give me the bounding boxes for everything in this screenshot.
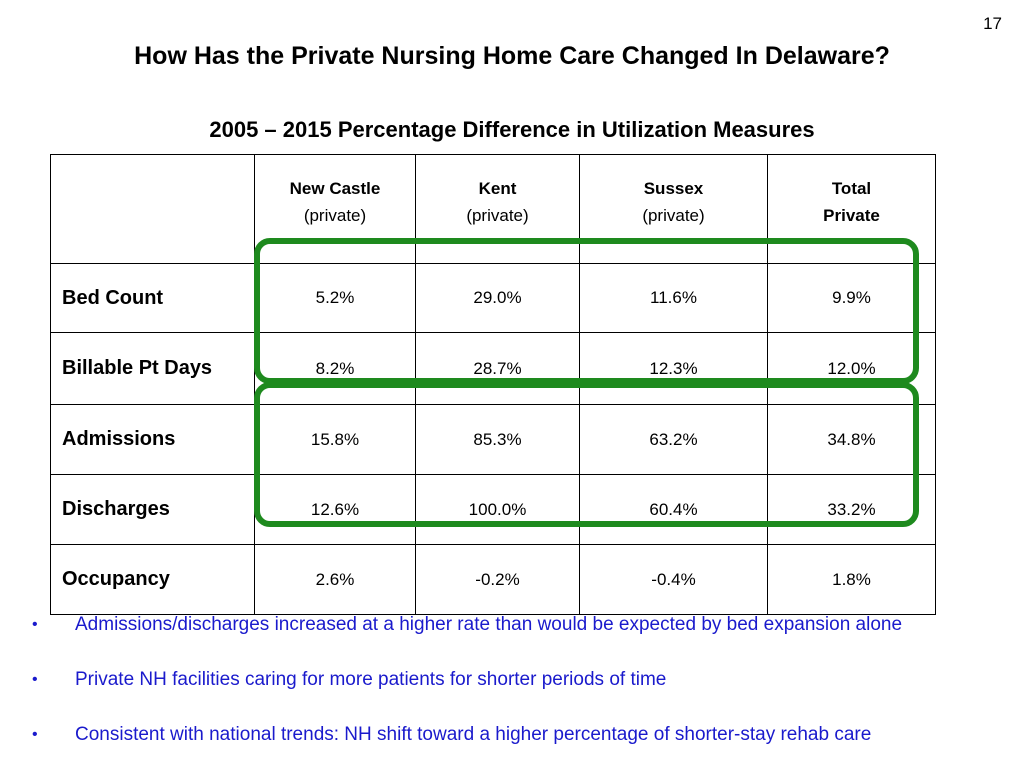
column-name: Total <box>831 179 872 198</box>
table-cell: 12.0% <box>767 332 936 405</box>
header-sussex: Sussex (private) <box>579 154 768 264</box>
table-cell: 85.3% <box>415 404 580 475</box>
table-subtitle: 2005 – 2015 Percentage Difference in Uti… <box>209 117 815 142</box>
header-total-private: Total Private <box>767 154 936 264</box>
row-label: Occupancy <box>50 544 255 615</box>
table-row: Billable Pt Days 8.2% 28.7% 12.3% 12.0% <box>50 332 936 405</box>
bullet-item: • Admissions/discharges increased at a h… <box>30 602 1010 657</box>
slide-title: How Has the Private Nursing Home Care Ch… <box>134 42 890 70</box>
table-cell: 8.2% <box>254 332 416 405</box>
column-sub: (private) <box>303 206 367 225</box>
row-label: Bed Count <box>50 263 255 333</box>
table-row: Admissions 15.8% 85.3% 63.2% 34.8% <box>50 404 936 475</box>
table-header-row: New Castle (private) Kent (private) Suss… <box>50 154 936 264</box>
table-cell: 12.6% <box>254 474 416 545</box>
utilization-table: New Castle (private) Kent (private) Suss… <box>50 154 936 615</box>
column-name: Kent <box>478 179 517 198</box>
table-cell: 2.6% <box>254 544 416 615</box>
column-sub: Private <box>823 206 880 225</box>
row-label: Admissions <box>50 404 255 475</box>
table-cell: 60.4% <box>579 474 768 545</box>
column-sub: (private) <box>642 206 705 225</box>
header-empty-cell <box>50 154 255 264</box>
bullet-text: Admissions/discharges increased at a hig… <box>75 614 903 635</box>
table-cell: 1.8% <box>767 544 936 615</box>
bullet-list: • Admissions/discharges increased at a h… <box>30 602 1010 767</box>
table-cell: 12.3% <box>579 332 768 405</box>
row-label: Billable Pt Days <box>50 332 255 405</box>
header-kent: Kent (private) <box>415 154 580 264</box>
table-cell: 33.2% <box>767 474 936 545</box>
column-name: Sussex <box>643 179 704 198</box>
table-cell: 11.6% <box>579 263 768 333</box>
table-cell: 15.8% <box>254 404 416 475</box>
table-row: Occupancy 2.6% -0.2% -0.4% 1.8% <box>50 544 936 615</box>
table-cell: 28.7% <box>415 332 580 405</box>
bullet-item: • Private NH facilities caring for more … <box>30 657 1010 712</box>
table-cell: 9.9% <box>767 263 936 333</box>
bullet-text: Consistent with national trends: NH shif… <box>75 724 872 745</box>
bullet-dot-icon: • <box>32 616 38 633</box>
header-new-castle: New Castle (private) <box>254 154 416 264</box>
table-cell: 5.2% <box>254 263 416 333</box>
column-sub: (private) <box>466 206 529 225</box>
table-cell: 100.0% <box>415 474 580 545</box>
bullet-dot-icon: • <box>32 671 38 688</box>
bullet-item: • Consistent with national trends: NH sh… <box>30 712 1010 767</box>
table-cell: -0.4% <box>579 544 768 615</box>
table-cell: 34.8% <box>767 404 936 475</box>
slide-number: 17 <box>983 14 1002 33</box>
bullet-dot-icon: • <box>32 726 38 743</box>
table-cell: 29.0% <box>415 263 580 333</box>
row-label: Discharges <box>50 474 255 545</box>
table-cell: 63.2% <box>579 404 768 475</box>
table-row: Discharges 12.6% 100.0% 60.4% 33.2% <box>50 474 936 545</box>
column-name: New Castle <box>289 179 381 198</box>
table-row: Bed Count 5.2% 29.0% 11.6% 9.9% <box>50 263 936 333</box>
bullet-text: Private NH facilities caring for more pa… <box>75 669 667 690</box>
